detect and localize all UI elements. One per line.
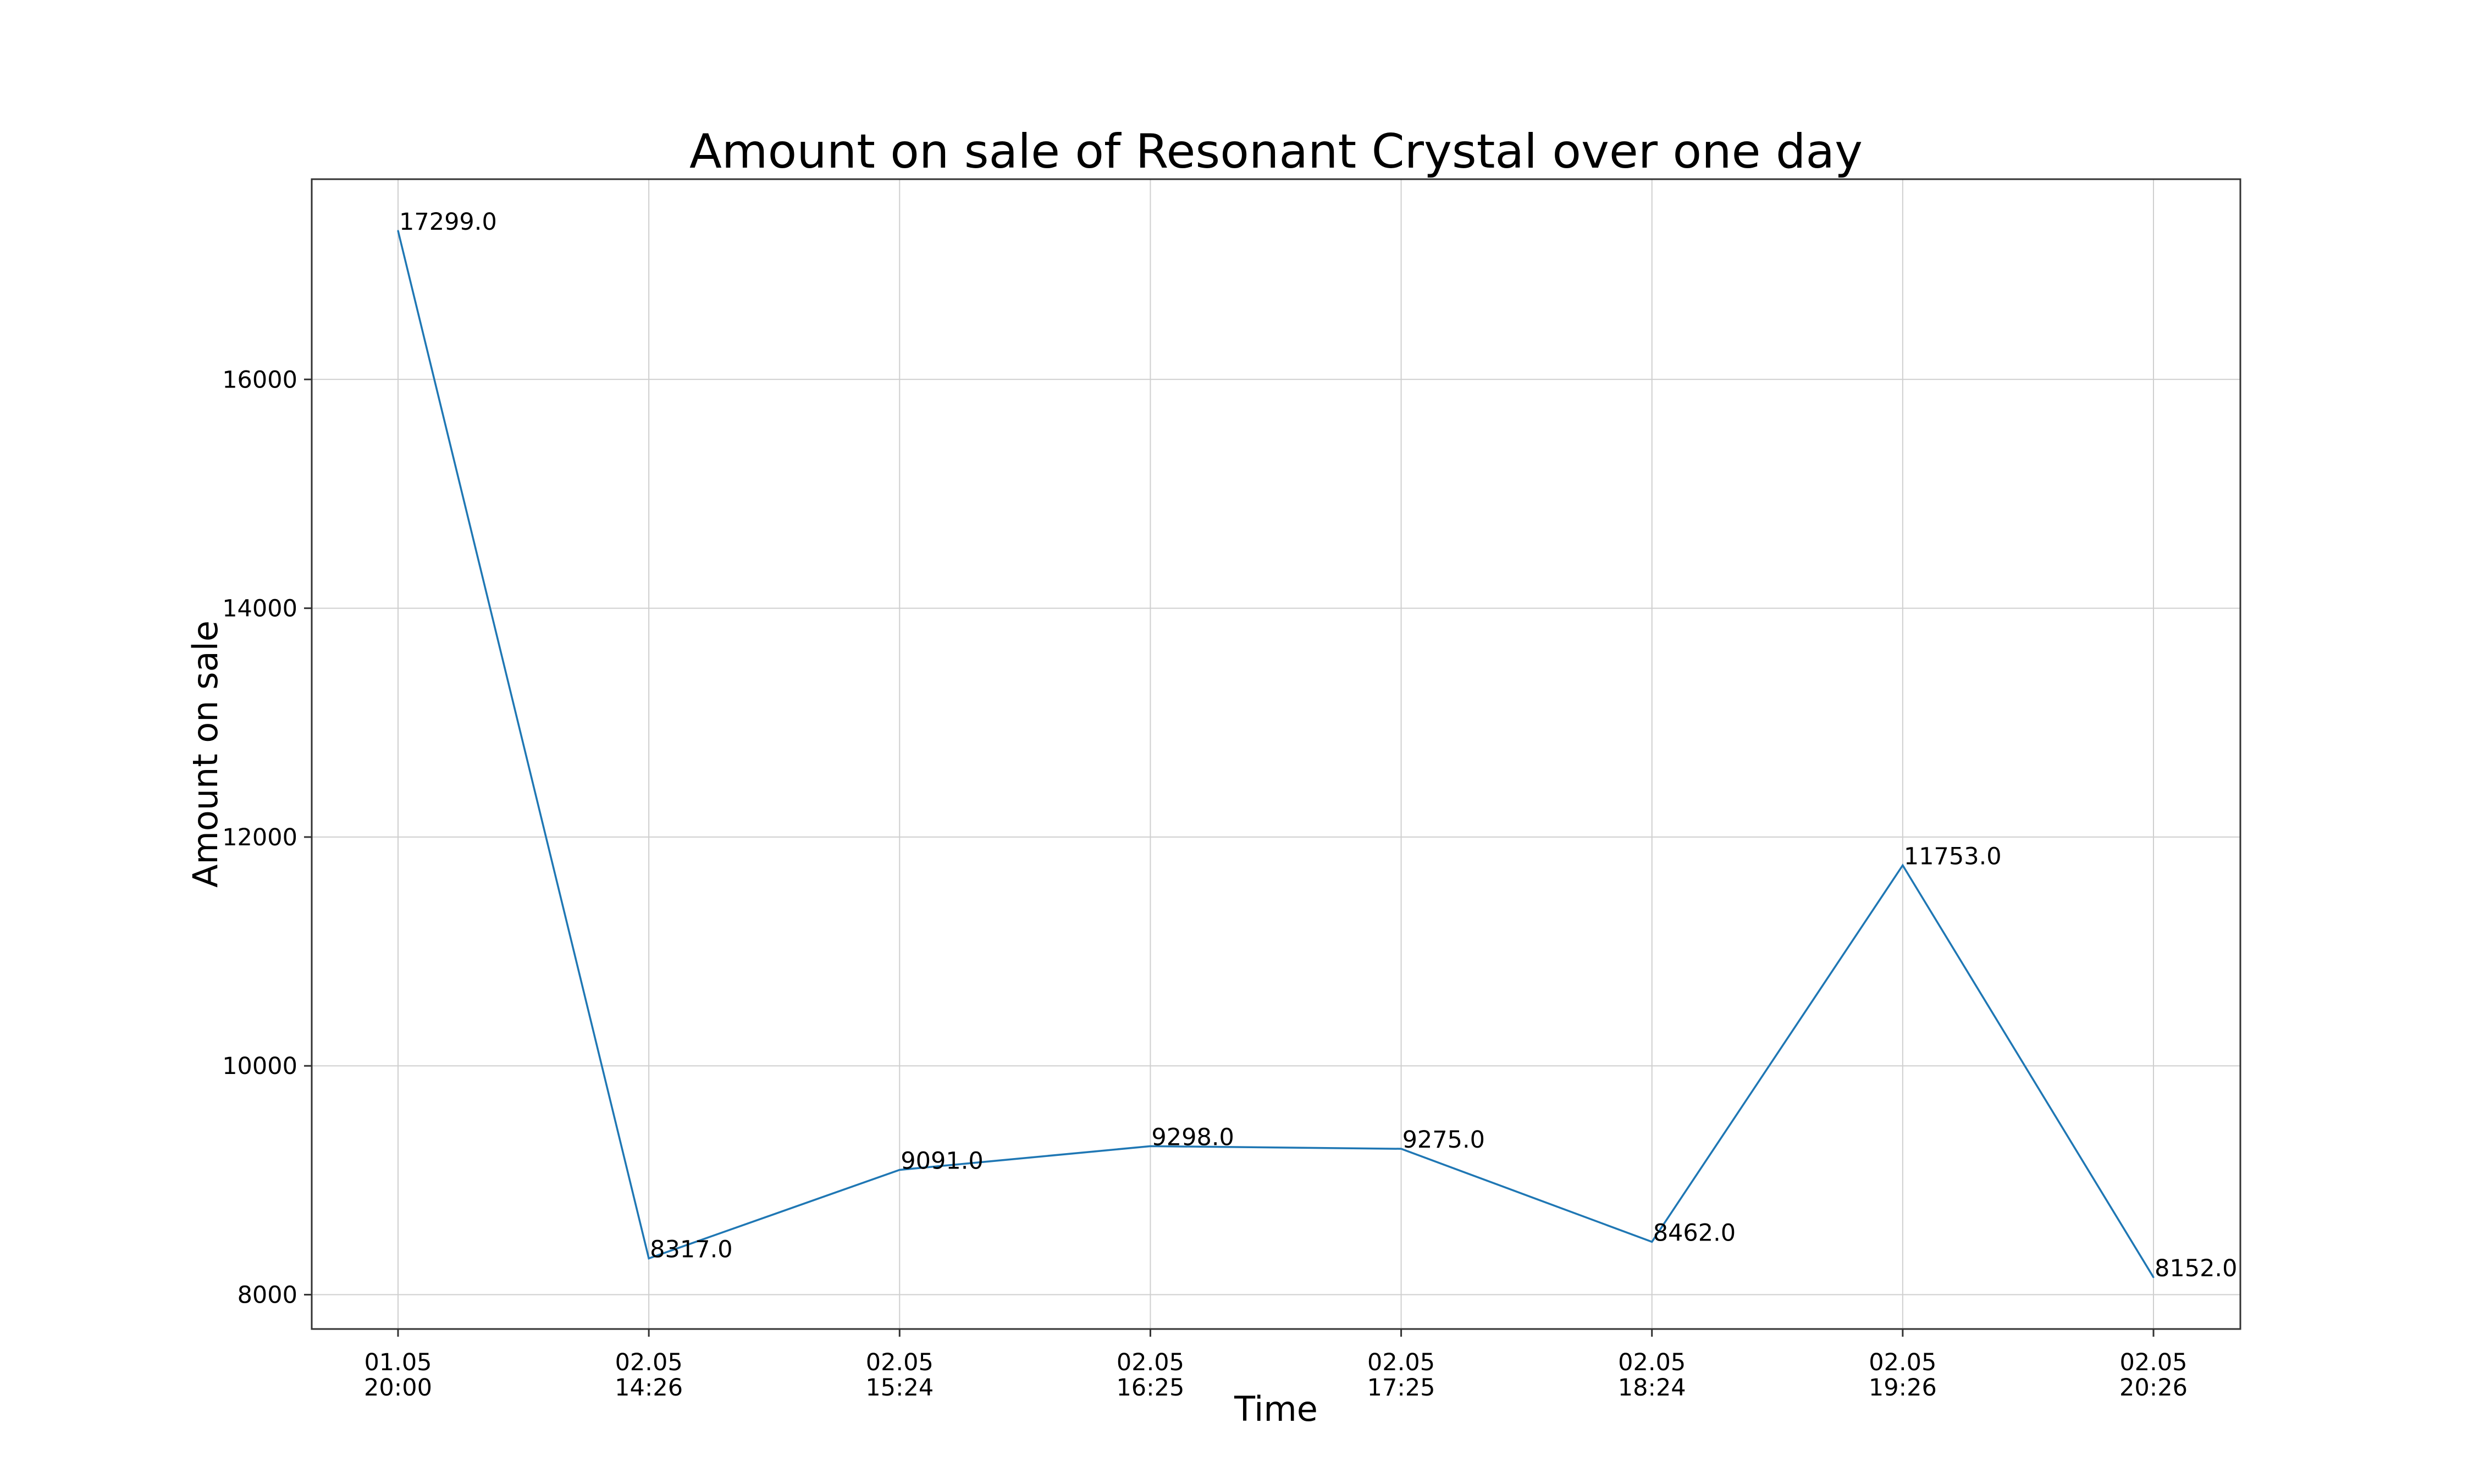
data-point xyxy=(898,1169,901,1171)
data-label: 9298.0 xyxy=(1151,1123,1234,1151)
data-label: 9275.0 xyxy=(1402,1126,1485,1154)
x-tick-label: 02.05 19:26 xyxy=(1869,1349,1937,1402)
x-axis-label: Time xyxy=(1234,1389,1318,1429)
data-label: 17299.0 xyxy=(399,208,497,236)
series-line xyxy=(397,230,2155,1278)
ticks: 01.05 20:00 02.05 14:26 02.05 15:24 02.05 16:25… xyxy=(222,366,2188,1402)
series-layer xyxy=(397,230,2155,1278)
x-tick-label: 02.05 17:25 xyxy=(1367,1349,1435,1402)
y-tick-label: 10000 xyxy=(222,1053,297,1080)
x-tick-label: 02.05 15:24 xyxy=(865,1349,934,1402)
data-labels: 17299.0 8317.0 9091.0 9298.0 9275.0 8462.0 117… xyxy=(399,208,2237,1282)
x-tick-label: 02.05 16:25 xyxy=(1116,1349,1184,1402)
grid xyxy=(312,179,2240,1329)
data-point xyxy=(648,1258,650,1260)
data-point xyxy=(1902,864,1904,866)
data-label: 8317.0 xyxy=(650,1236,732,1264)
data-point xyxy=(1400,1148,1402,1150)
data-label: 8462.0 xyxy=(1653,1219,1736,1247)
data-label: 9091.0 xyxy=(901,1147,983,1175)
data-point xyxy=(397,230,399,232)
x-tick-label: 01.05 20:00 xyxy=(364,1349,432,1402)
data-point xyxy=(1149,1145,1151,1147)
y-axis-label: Amount on sale xyxy=(185,621,225,888)
x-tick-label: 02.05 18:24 xyxy=(1618,1349,1686,1402)
y-tick-label: 12000 xyxy=(222,824,297,851)
y-tick-label: 14000 xyxy=(222,595,297,623)
data-label: 11753.0 xyxy=(1904,843,2002,870)
x-tick-label: 02.05 20:26 xyxy=(2119,1349,2188,1402)
data-label: 8152.0 xyxy=(2155,1255,2237,1282)
y-tick-label: 16000 xyxy=(222,366,297,394)
plot-area-frame xyxy=(311,178,2241,1330)
x-tick-label: 02.05 14:26 xyxy=(615,1349,683,1402)
chart-title: Amount on sale of Resonant Crystal over … xyxy=(689,124,1863,179)
data-point xyxy=(2152,1276,2155,1278)
y-tick-label: 8000 xyxy=(238,1282,297,1309)
data-point xyxy=(1651,1241,1653,1243)
